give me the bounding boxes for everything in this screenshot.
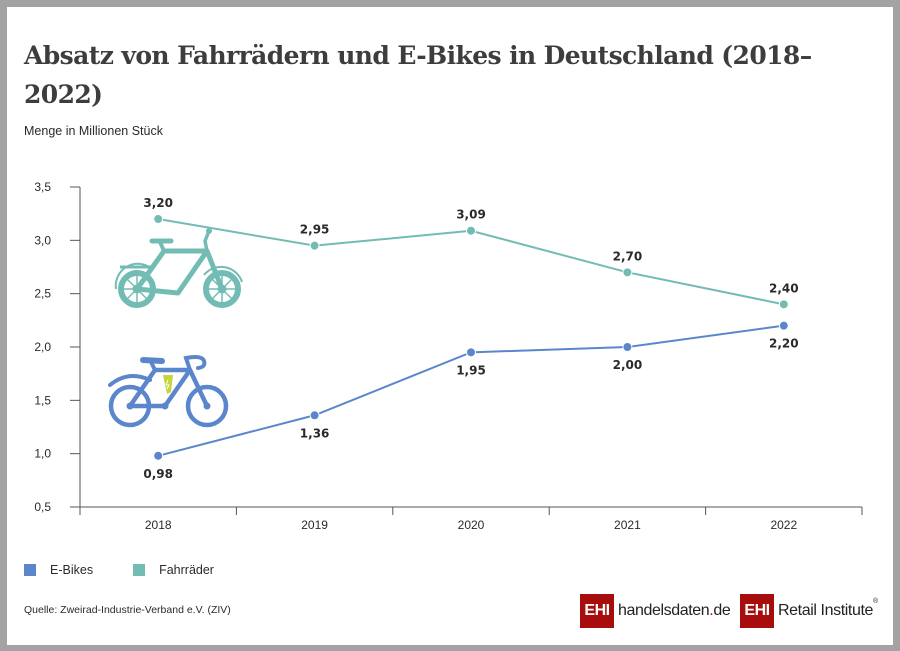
logo-handelsdaten-text: handelsdaten.de [618, 602, 731, 619]
data-point [622, 267, 633, 278]
data-point [466, 347, 476, 358]
series-line-ebikes [157, 324, 784, 457]
data-point [153, 450, 164, 461]
data-label: 2,70 [613, 249, 643, 263]
series-fahrrder: 3,20 2,95 3,09 2,70 2,40 [143, 196, 799, 310]
legend-item-fahrraeder: Fahrräder [133, 563, 214, 577]
y-tick-label: 1,0 [34, 447, 51, 461]
data-point [622, 342, 633, 352]
chart-title: Absatz von Fahrrädern und E-Bikes in Deu… [24, 41, 812, 109]
data-point [778, 299, 789, 310]
legend-item-ebikes: E-Bikes [24, 563, 93, 577]
data-point [309, 410, 320, 421]
y-tick-label: 3,5 [34, 180, 51, 194]
data-label: 1,36 [300, 426, 330, 440]
ehi-logo-box: EHI [580, 594, 614, 628]
y-tick-label: 3,0 [34, 233, 51, 247]
data-label: 2,20 [769, 337, 799, 351]
x-tick-label: 2020 [458, 518, 485, 532]
data-label: 1,95 [456, 363, 486, 377]
data-label: 2,95 [300, 223, 330, 237]
data-point [778, 320, 789, 331]
data-point [466, 225, 476, 236]
legend-label-ebikes: E-Bikes [50, 563, 94, 577]
data-label: 3,20 [143, 196, 173, 210]
data-label: 2,00 [613, 358, 643, 372]
logo-retail-text: Retail Institute® [778, 598, 878, 619]
x-tick-label: 2018 [145, 518, 172, 532]
x-tick-label: 2021 [614, 518, 641, 532]
source-note: Quelle: Zweirad-Industrie-Verband e.V. (… [24, 604, 231, 616]
data-point [153, 214, 164, 224]
data-label: 0,98 [143, 467, 173, 481]
chart-card [7, 7, 893, 645]
data-label: 2,40 [769, 281, 799, 295]
y-tick-label: 2,5 [34, 287, 51, 301]
legend-swatch-fahrraeder [133, 564, 146, 576]
legend-label-fahrraeder: Fahrräder [159, 563, 214, 577]
legend: E-Bikes Fahrräder [24, 563, 254, 577]
axes: 0,5 1,0 1,5 2,0 2,5 3,0 3,5 2018 2019 2020 2021 202… [34, 180, 863, 532]
series-layer: 0,98 1,36 1,95 2,00 2,20 3,20 2,95 3,09 2,70 2,40 [143, 196, 798, 481]
x-tick-label: 2022 [770, 518, 797, 532]
series-ebikes: 0,98 1,36 1,95 2,00 2,20 [143, 320, 799, 481]
y-tick-label: 1,5 [34, 393, 51, 407]
logo-ehi-retail-institute[interactable]: EHI Retail Institute® [740, 594, 878, 628]
y-tick-label: 2,0 [34, 340, 51, 354]
ehi-logo-box: EHI [740, 594, 774, 628]
e-bike-icon [108, 355, 229, 428]
y-axis-unit-label: Menge in Millionen Stück [24, 124, 163, 138]
data-point [309, 240, 320, 251]
x-tick-label: 2019 [301, 518, 328, 532]
logo-handelsdaten[interactable]: EHI handelsdaten.de [580, 594, 731, 628]
data-label: 3,09 [456, 208, 486, 222]
icons-layer [108, 228, 243, 428]
y-tick-label: 0,5 [34, 500, 51, 514]
legend-swatch-ebikes [24, 564, 36, 576]
bicycle-icon [114, 228, 243, 308]
